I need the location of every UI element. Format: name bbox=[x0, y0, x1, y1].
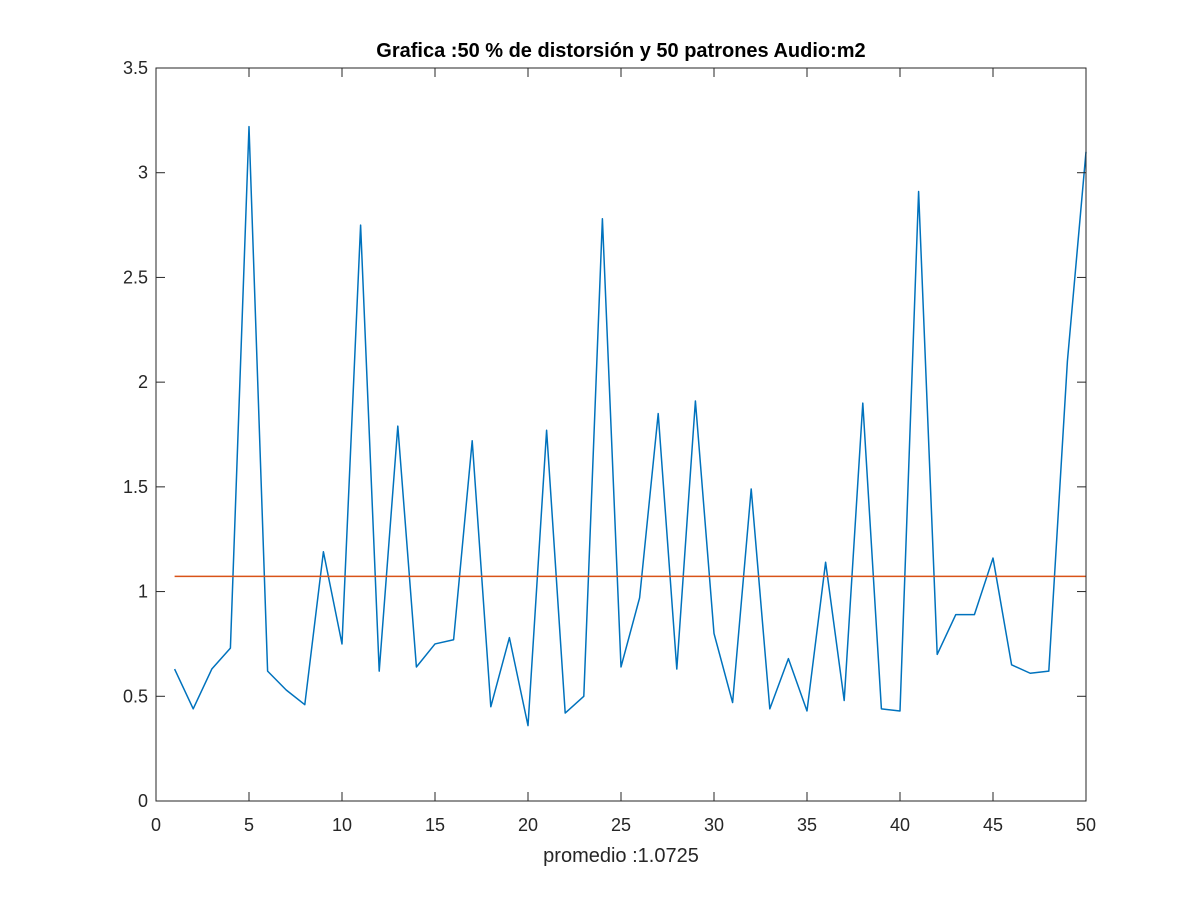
x-tick-label: 10 bbox=[332, 815, 352, 835]
y-tick-label: 2.5 bbox=[123, 267, 148, 287]
series-layer bbox=[173, 125, 1087, 727]
y-tick-label: 1.5 bbox=[123, 477, 148, 497]
y-tick-label: 2 bbox=[138, 372, 148, 392]
y-tick-label: 3.5 bbox=[123, 58, 148, 78]
x-tick-label: 15 bbox=[425, 815, 445, 835]
x-tick-label: 40 bbox=[890, 815, 910, 835]
x-tick-label: 5 bbox=[244, 815, 254, 835]
x-tick-label: 25 bbox=[611, 815, 631, 835]
x-tick-label: 50 bbox=[1076, 815, 1096, 835]
y-tick-label: 0.5 bbox=[123, 686, 148, 706]
x-tick-label: 20 bbox=[518, 815, 538, 835]
x-axis-label: promedio :1.0725 bbox=[543, 845, 699, 867]
x-tick-label: 0 bbox=[151, 815, 161, 835]
y-tick-label: 0 bbox=[138, 791, 148, 811]
x-tick-label: 30 bbox=[704, 815, 724, 835]
chart-title: Grafica :50 % de distorsión y 50 patrone… bbox=[376, 40, 865, 62]
y-tick-label: 1 bbox=[138, 582, 148, 602]
data-series-line bbox=[173, 125, 1087, 727]
y-axis-ticks: 0 0.5 1 1.5 2 2.5 3 3.5 bbox=[123, 58, 1086, 811]
x-axis-ticks: 0 5 10 15 20 25 30 35 40 45 50 bbox=[151, 68, 1096, 835]
x-tick-label: 35 bbox=[797, 815, 817, 835]
plot-area-background bbox=[156, 68, 1086, 801]
x-tick-label: 45 bbox=[983, 815, 1003, 835]
y-tick-label: 3 bbox=[138, 163, 148, 183]
